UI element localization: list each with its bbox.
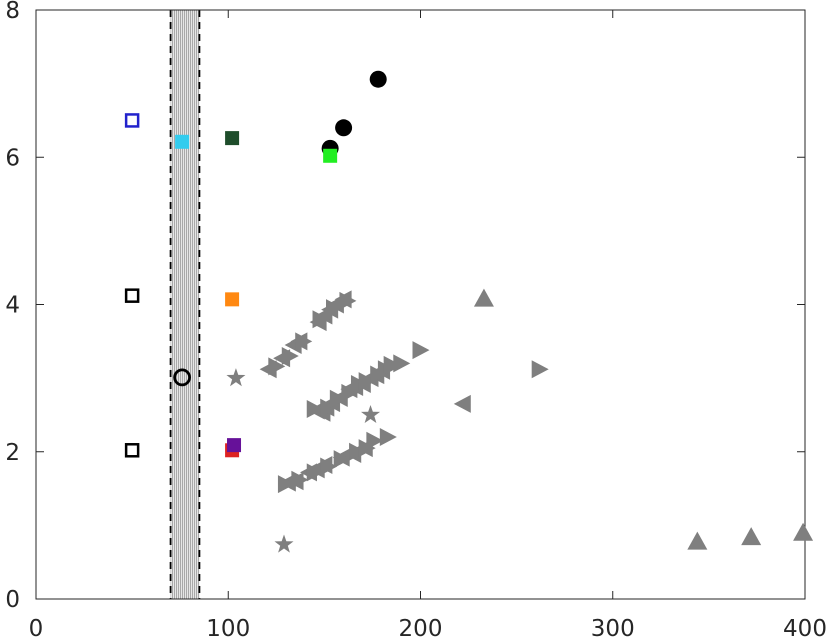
data-point-triangle-right	[358, 372, 376, 391]
data-point-triangle-right	[277, 475, 295, 494]
x-tick-label: 300	[591, 616, 635, 641]
data-point-triangle-right	[306, 400, 324, 419]
y-tick-label: 4	[5, 293, 20, 319]
data-point-filled-circle	[335, 119, 353, 137]
data-point-triangle-up	[793, 522, 814, 541]
data-point-star	[361, 404, 381, 424]
y-tick-label: 8	[5, 0, 20, 24]
data-point-filled-square	[225, 131, 240, 146]
data-point-triangle-right	[329, 389, 347, 408]
data-point-triangle-right	[339, 291, 357, 310]
data-point-triangle-right	[349, 442, 367, 461]
x-tick-label: 400	[783, 616, 827, 641]
data-point-triangle-right	[268, 357, 286, 376]
data-point-triangle-right	[312, 310, 330, 329]
data-point-triangle-right	[333, 450, 351, 469]
data-point-triangle-right	[306, 463, 324, 482]
data-point-triangle-right	[531, 360, 549, 379]
data-point-star	[226, 368, 246, 387]
data-point-open-circle	[173, 368, 192, 387]
data-point-triangle-up	[687, 531, 708, 550]
y-tick-label: 6	[5, 145, 20, 171]
data-point-open-square	[124, 288, 140, 303]
data-point-star	[274, 534, 294, 553]
data-point-filled-square	[175, 134, 190, 149]
data-point-triangle-right	[412, 341, 430, 360]
data-point-triangle-right	[379, 428, 397, 447]
data-point-triangle-up	[473, 288, 494, 307]
data-point-triangle-right	[366, 431, 384, 450]
data-point-open-square	[124, 113, 140, 128]
x-tick-label: 100	[206, 616, 250, 641]
data-point-triangle-right	[393, 354, 411, 373]
data-point-triangle-right	[383, 355, 401, 374]
data-point-open-square	[124, 443, 140, 458]
data-point-triangle-right	[325, 299, 343, 318]
data-point-triangle-right	[295, 332, 313, 351]
data-point-filled-square	[323, 148, 338, 163]
plot-area-frame	[35, 9, 806, 600]
data-point-triangle-right	[320, 457, 338, 476]
data-point-triangle-right	[281, 347, 299, 366]
y-tick-label: 2	[5, 440, 20, 466]
x-tick-label: 200	[399, 616, 443, 641]
y-tick-label: 0	[5, 587, 20, 613]
x-tick-label: 0	[29, 616, 44, 641]
data-point-triangle-right	[341, 383, 359, 402]
data-point-filled-circle	[369, 70, 387, 88]
data-point-triangle-up	[741, 527, 762, 546]
data-point-filled-square	[227, 438, 242, 453]
shaded-band	[170, 10, 200, 599]
data-point-triangle-left	[453, 394, 471, 413]
data-point-triangle-right	[291, 470, 309, 489]
data-point-filled-square	[225, 292, 240, 307]
data-point-triangle-right	[320, 398, 338, 417]
